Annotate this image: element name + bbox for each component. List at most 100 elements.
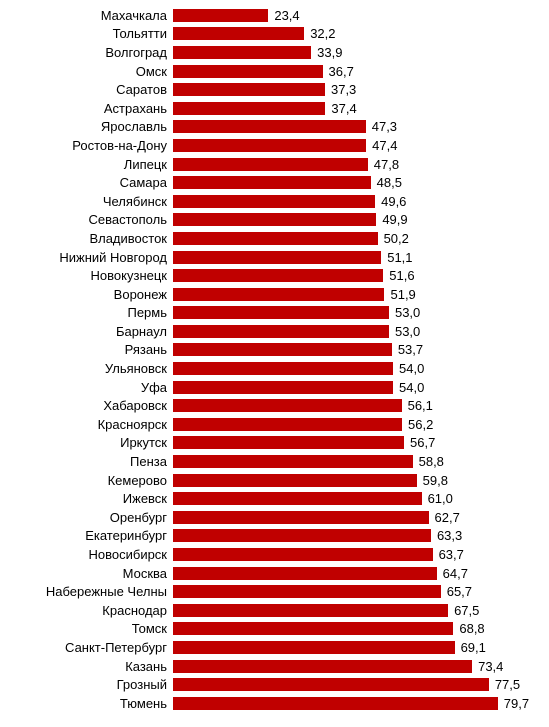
chart-row: Нижний Новгород51,1 [8,248,541,267]
bar-cell: 54,0 [173,359,541,378]
chart-row: Пермь53,0 [8,304,541,323]
bar-cell: 73,4 [173,657,541,676]
bar-cell: 61,0 [173,489,541,508]
bar [173,176,371,189]
value-label: 36,7 [329,64,354,79]
category-label: Грозный [8,677,173,692]
chart-row: Пенза 58,8 [8,452,541,471]
bar [173,548,433,561]
bar [173,139,366,152]
chart-row: Омск 36,7 [8,62,541,81]
value-label: 54,0 [399,380,424,395]
chart-row: Кемерово59,8 [8,471,541,490]
category-label: Челябинск [8,194,173,209]
bar-cell: 56,1 [173,396,541,415]
chart-row: Казань73,4 [8,657,541,676]
bar-cell: 58,8 [173,452,541,471]
category-label: Владивосток [8,231,173,246]
value-label: 63,3 [437,528,462,543]
chart-row: Самара48,5 [8,173,541,192]
value-label: 49,9 [382,212,407,227]
value-label: 61,0 [428,491,453,506]
bar-cell: 48,5 [173,173,541,192]
bar [173,511,429,524]
chart-row: Москва64,7 [8,564,541,583]
bar-cell: 49,6 [173,192,541,211]
category-label: Махачкала [8,8,173,23]
category-label: Новокузнецк [8,268,173,283]
category-label: Рязань [8,342,173,357]
bar-cell: 50,2 [173,229,541,248]
value-label: 37,3 [331,82,356,97]
bar [173,158,368,171]
bar-cell: 68,8 [173,620,541,639]
bar [173,9,268,22]
category-label: Томск [8,621,173,636]
bar [173,269,383,282]
bar-cell: 62,7 [173,508,541,527]
chart-row: Иркутск56,7 [8,434,541,453]
chart-row: Грозный77,5 [8,675,541,694]
bar [173,604,448,617]
category-label: Липецк [8,157,173,172]
chart-row: Махачкала 23,4 [8,6,541,25]
bar [173,436,404,449]
value-label: 51,6 [389,268,414,283]
bar-cell: 51,6 [173,266,541,285]
value-label: 79,7 [504,696,529,711]
value-label: 53,7 [398,342,423,357]
bar-cell: 59,8 [173,471,541,490]
value-label: 62,7 [435,510,460,525]
bar-cell: 36,7 [173,62,541,81]
bar [173,585,441,598]
bar [173,622,453,635]
chart-row: Томск68,8 [8,620,541,639]
bar-cell: 64,7 [173,564,541,583]
bar [173,362,393,375]
value-label: 54,0 [399,361,424,376]
bar-cell: 49,9 [173,211,541,230]
value-label: 37,4 [331,101,356,116]
bar [173,641,455,654]
category-label: Екатеринбург [8,528,173,543]
chart-row: Астрахань 37,4 [8,99,541,118]
category-label: Санкт-Петербург [8,640,173,655]
bar [173,492,422,505]
category-label: Астрахань [8,101,173,116]
bar [173,399,402,412]
value-label: 63,7 [439,547,464,562]
value-label: 58,8 [419,454,444,469]
chart-row: Хабаровск56,1 [8,396,541,415]
category-label: Самара [8,175,173,190]
category-label: Саратов [8,82,173,97]
category-label: Пенза [8,454,173,469]
bar [173,660,472,673]
bar [173,46,311,59]
value-label: 51,9 [390,287,415,302]
bar [173,306,389,319]
category-label: Хабаровск [8,398,173,413]
category-label: Ярославль [8,119,173,134]
value-label: 73,4 [478,659,503,674]
bar-cell: 53,0 [173,304,541,323]
chart-row: Челябинск49,6 [8,192,541,211]
category-label: Кемерово [8,473,173,488]
value-label: 64,7 [443,566,468,581]
category-label: Иркутск [8,435,173,450]
value-label: 23,4 [274,8,299,23]
chart-row: Набережные Челны65,7 [8,582,541,601]
chart-row: Владивосток50,2 [8,229,541,248]
category-label: Омск [8,64,173,79]
value-label: 33,9 [317,45,342,60]
category-label: Новосибирск [8,547,173,562]
category-label: Воронеж [8,287,173,302]
bar [173,195,375,208]
bar-cell: 77,5 [173,675,541,694]
category-label: Ульяновск [8,361,173,376]
chart-row: Ростов-на-Дону47,4 [8,136,541,155]
bar [173,251,381,264]
value-label: 53,0 [395,305,420,320]
bar [173,288,384,301]
chart-row: Тюмень79,7 [8,694,541,713]
chart-row: Волгоград33,9 [8,43,541,62]
